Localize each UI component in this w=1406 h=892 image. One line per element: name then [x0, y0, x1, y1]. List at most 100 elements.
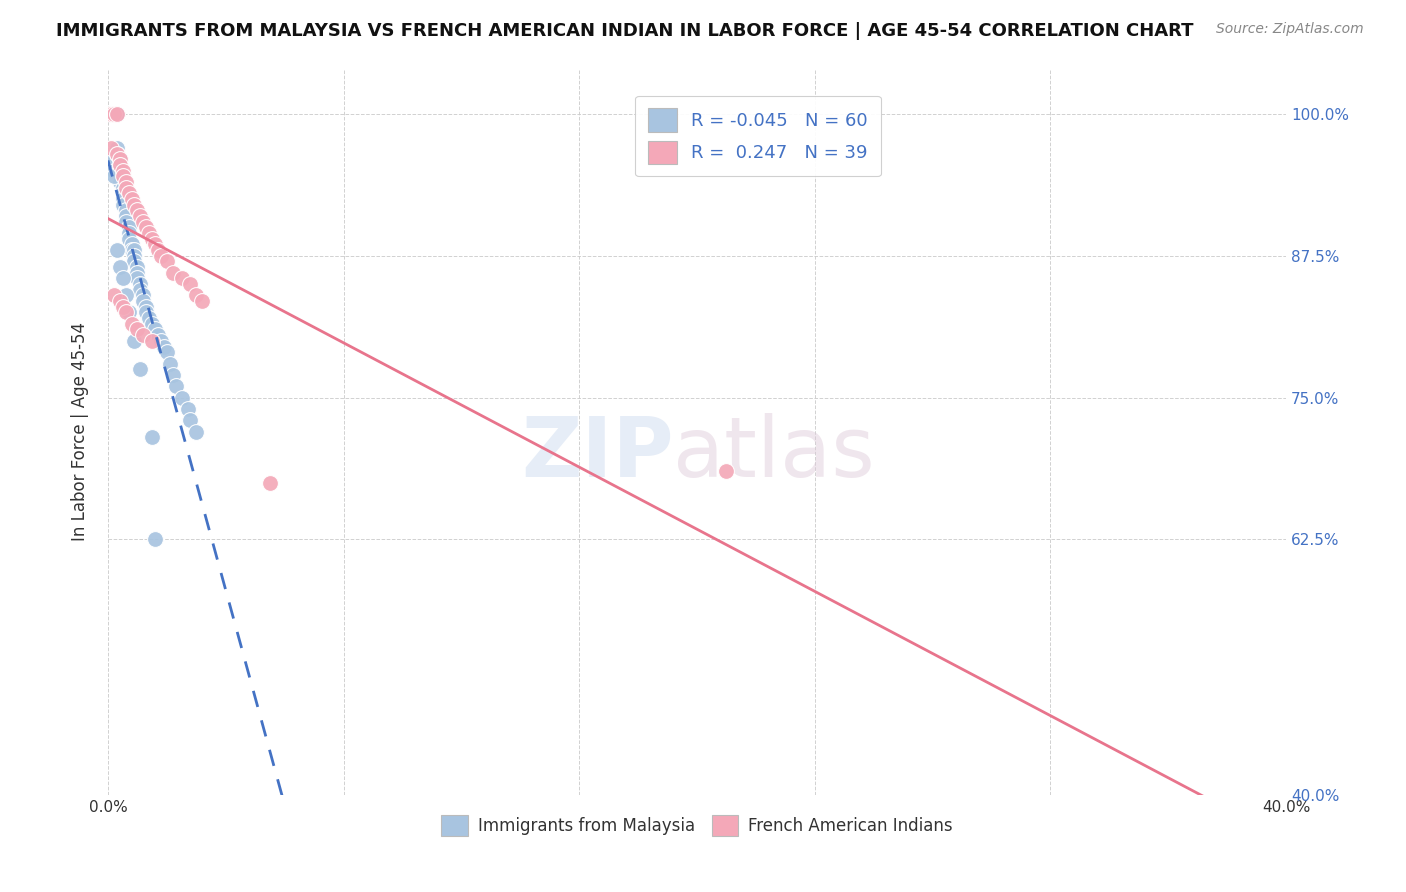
Point: [100, 153, 122, 167]
Point: [111, 169, 134, 184]
Point: [108, 169, 131, 184]
Point: [138, 226, 160, 240]
Point: [111, 197, 134, 211]
Point: [124, 254, 146, 268]
Point: [121, 243, 143, 257]
Point: [127, 203, 149, 218]
Point: [170, 391, 193, 405]
Point: [121, 192, 143, 206]
Point: [108, 153, 131, 167]
Point: [129, 362, 152, 376]
Point: [150, 334, 173, 348]
Point: [132, 215, 155, 229]
Point: [141, 430, 163, 444]
Point: [105, 107, 128, 121]
Point: [170, 271, 193, 285]
Text: IMMIGRANTS FROM MALAYSIA VS FRENCH AMERICAN INDIAN IN LABOR FORCE | AGE 45-54 CO: IMMIGRANTS FROM MALAYSIA VS FRENCH AMERI…: [56, 22, 1194, 40]
Point: [117, 186, 139, 201]
Point: [138, 311, 160, 326]
Point: [100, 107, 122, 121]
Point: [156, 345, 179, 359]
Point: [127, 260, 149, 274]
Point: [165, 379, 187, 393]
Point: [146, 328, 169, 343]
Point: [162, 266, 184, 280]
Point: [716, 464, 738, 478]
Point: [114, 175, 136, 189]
Point: [129, 283, 152, 297]
Point: [179, 277, 201, 292]
Point: [176, 401, 198, 416]
Point: [124, 249, 146, 263]
Text: Source: ZipAtlas.com: Source: ZipAtlas.com: [1216, 22, 1364, 37]
Point: [103, 169, 125, 184]
Point: [105, 146, 128, 161]
Point: [135, 300, 157, 314]
Point: [114, 305, 136, 319]
Point: [146, 243, 169, 257]
Point: [132, 294, 155, 309]
Point: [124, 334, 146, 348]
Legend: Immigrants from Malaysia, French American Indians: Immigrants from Malaysia, French America…: [433, 806, 962, 845]
Point: [141, 232, 163, 246]
Point: [127, 271, 149, 285]
Point: [121, 317, 143, 331]
Point: [124, 243, 146, 257]
Point: [143, 533, 166, 547]
Point: [105, 146, 128, 161]
Point: [141, 317, 163, 331]
Text: ZIP: ZIP: [520, 413, 673, 494]
Point: [156, 254, 179, 268]
Point: [105, 243, 128, 257]
Point: [108, 260, 131, 274]
Point: [127, 266, 149, 280]
Point: [105, 141, 128, 155]
Point: [143, 237, 166, 252]
Point: [100, 141, 122, 155]
Point: [186, 425, 208, 439]
Point: [159, 357, 181, 371]
Point: [108, 158, 131, 172]
Point: [111, 300, 134, 314]
Point: [117, 305, 139, 319]
Point: [153, 339, 176, 353]
Point: [114, 288, 136, 302]
Point: [162, 368, 184, 382]
Point: [135, 305, 157, 319]
Point: [191, 294, 214, 309]
Point: [111, 180, 134, 194]
Point: [117, 232, 139, 246]
Point: [114, 180, 136, 194]
Point: [111, 271, 134, 285]
Point: [103, 288, 125, 302]
Point: [111, 186, 134, 201]
Point: [117, 220, 139, 235]
Point: [124, 197, 146, 211]
Point: [150, 249, 173, 263]
Point: [103, 163, 125, 178]
Point: [186, 288, 208, 302]
Point: [129, 209, 152, 223]
Point: [108, 163, 131, 178]
Point: [111, 192, 134, 206]
Point: [105, 107, 128, 121]
Text: atlas: atlas: [673, 413, 875, 494]
Point: [103, 107, 125, 121]
Point: [129, 277, 152, 292]
Point: [259, 475, 281, 490]
Point: [111, 163, 134, 178]
Y-axis label: In Labor Force | Age 45-54: In Labor Force | Age 45-54: [72, 322, 89, 541]
Point: [132, 288, 155, 302]
Point: [143, 322, 166, 336]
Point: [114, 215, 136, 229]
Point: [114, 203, 136, 218]
Point: [179, 413, 201, 427]
Point: [108, 294, 131, 309]
Point: [108, 153, 131, 167]
Point: [127, 322, 149, 336]
Point: [103, 107, 125, 121]
Point: [141, 334, 163, 348]
Point: [121, 237, 143, 252]
Point: [117, 226, 139, 240]
Point: [114, 209, 136, 223]
